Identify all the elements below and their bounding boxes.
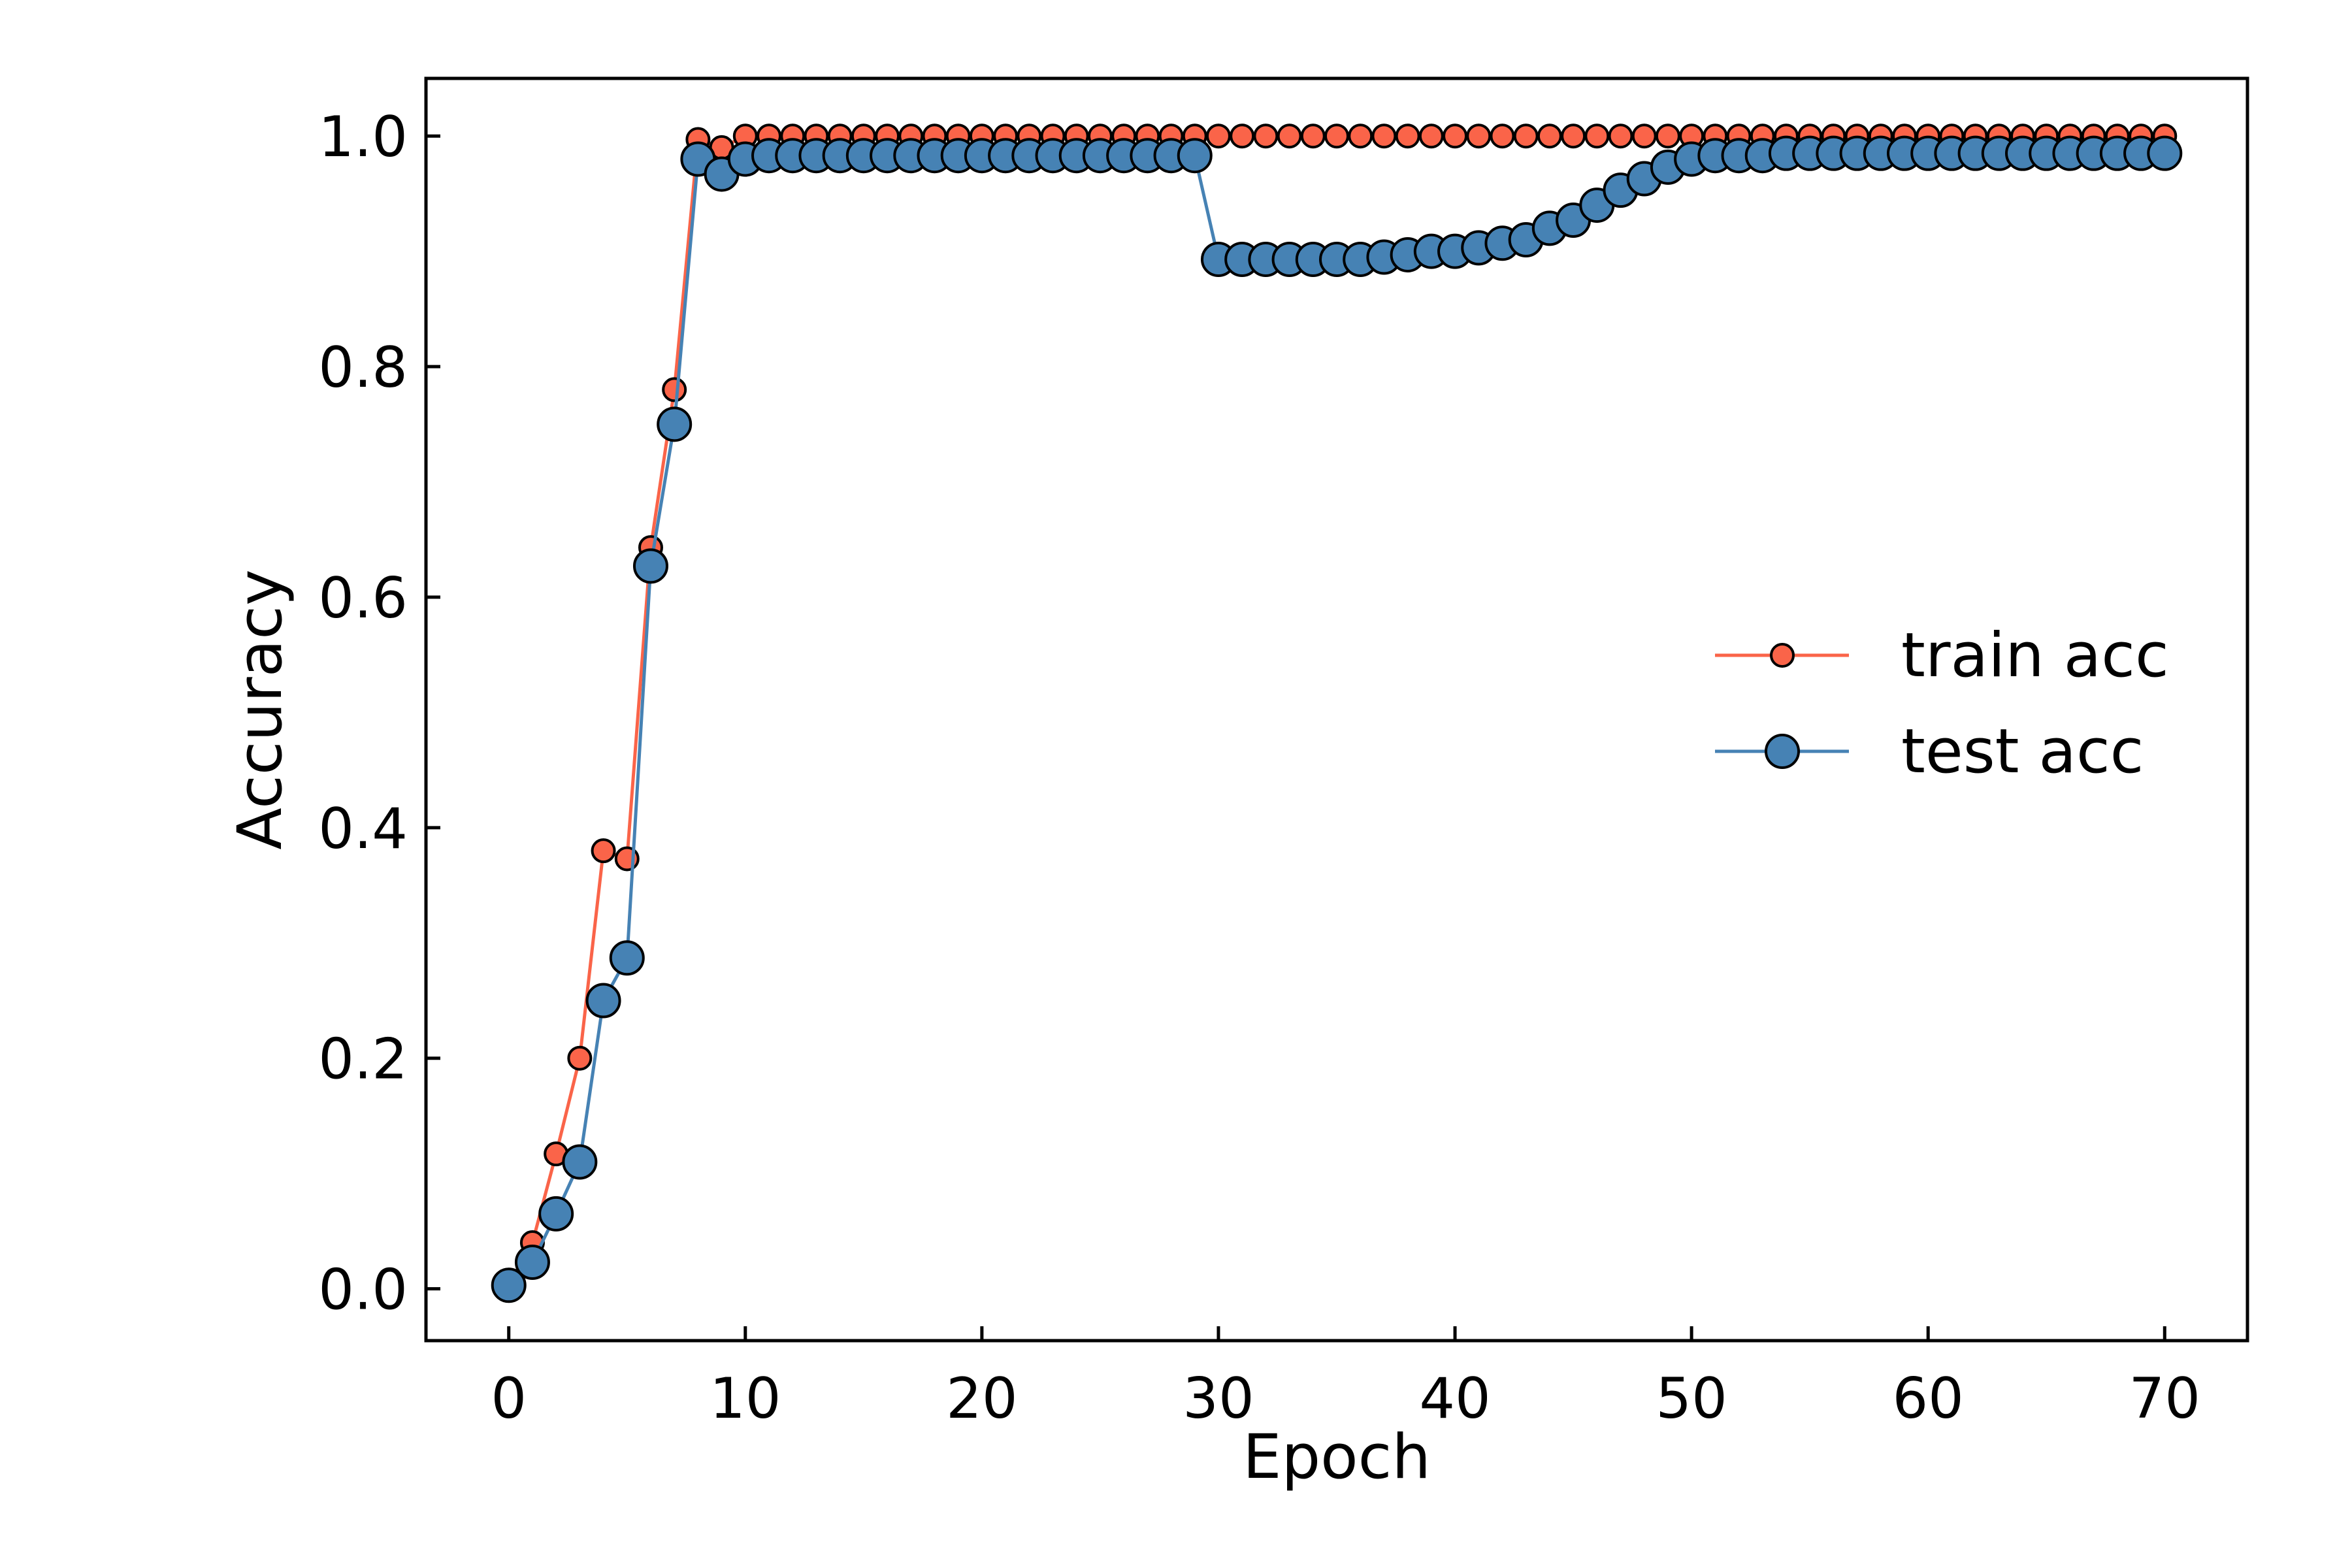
data-point — [1466, 123, 1492, 149]
legend: train acc test acc — [1715, 620, 2169, 787]
data-point — [585, 983, 621, 1019]
data-point — [1371, 123, 1397, 149]
data-point — [1418, 123, 1444, 149]
data-point — [1395, 123, 1420, 149]
data-point — [567, 1045, 593, 1071]
data-point — [1205, 123, 1231, 149]
data-point — [1230, 123, 1255, 149]
legend-swatch-marker — [1765, 734, 1800, 769]
legend-label: train acc — [1901, 620, 2169, 691]
plot-frame — [424, 76, 2249, 1343]
data-point — [1561, 123, 1586, 149]
data-point — [1513, 123, 1539, 149]
data-point — [1300, 123, 1326, 149]
data-point — [1253, 123, 1279, 149]
y-tick-label: 0.2 — [318, 1027, 408, 1092]
data-point — [1631, 123, 1657, 149]
y-axis-label: Accuracy — [225, 569, 296, 849]
x-tick-label: 0 — [491, 1366, 527, 1431]
data-point — [609, 940, 645, 976]
legend-label: test acc — [1901, 716, 2144, 787]
data-point — [1177, 138, 1213, 174]
data-point — [632, 548, 668, 584]
x-tick-label: 60 — [1892, 1366, 1963, 1431]
data-point — [538, 1196, 574, 1232]
data-point — [1277, 123, 1302, 149]
data-point — [514, 1245, 550, 1281]
data-point — [1608, 123, 1633, 149]
x-tick-label: 30 — [1183, 1366, 1254, 1431]
data-point — [2147, 135, 2183, 171]
data-point — [1537, 123, 1562, 149]
data-point — [491, 1267, 527, 1303]
data-point — [562, 1144, 598, 1180]
x-tick-label: 50 — [1656, 1366, 1727, 1431]
data-point — [591, 838, 616, 864]
y-tick-label: 1.0 — [318, 105, 408, 170]
y-tick-label: 0.8 — [318, 335, 408, 400]
data-point — [1584, 123, 1610, 149]
data-point — [1655, 123, 1680, 149]
data-point — [1443, 123, 1468, 149]
x-axis-ticks: 0 10 20 30 40 50 60 70 — [491, 1326, 2200, 1431]
data-point — [1348, 123, 1373, 149]
series-layer — [491, 123, 2183, 1303]
legend-item: train acc — [1715, 620, 2169, 691]
data-point — [1324, 123, 1349, 149]
data-point — [662, 377, 687, 402]
x-tick-label: 10 — [710, 1366, 781, 1431]
legend-swatch-marker — [1770, 643, 1795, 668]
data-point — [1490, 123, 1515, 149]
x-tick-label: 20 — [946, 1366, 1017, 1431]
x-tick-label: 40 — [1419, 1366, 1490, 1431]
series-test-acc — [491, 135, 2183, 1303]
x-axis-label: Epoch — [1243, 1422, 1431, 1493]
y-tick-label: 0.0 — [318, 1258, 408, 1323]
y-axis-ticks: 0.0 0.2 0.4 0.6 0.8 1.0 — [318, 105, 440, 1323]
legend-item: test acc — [1715, 716, 2144, 787]
y-tick-label: 0.4 — [318, 796, 408, 862]
data-point — [657, 406, 693, 442]
x-tick-label: 70 — [2129, 1366, 2200, 1431]
y-tick-label: 0.6 — [318, 566, 408, 631]
